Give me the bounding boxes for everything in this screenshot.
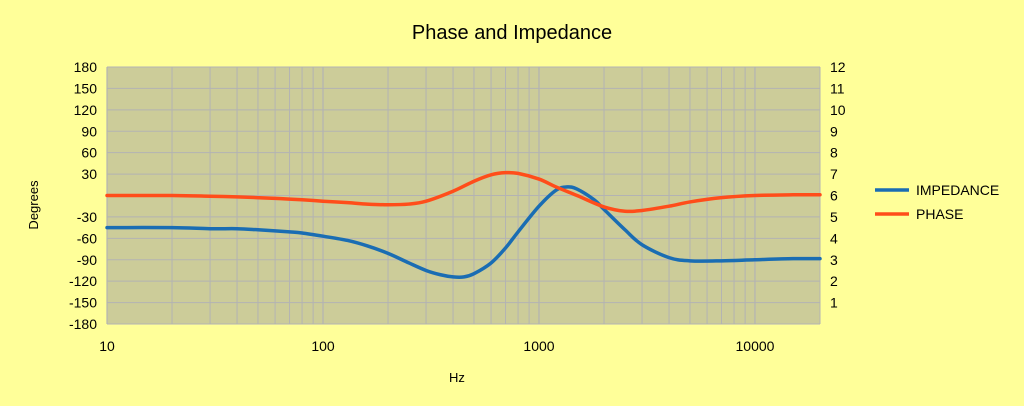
- y2-tick-label: 10: [830, 102, 846, 118]
- y2-tick-label: 1: [830, 295, 838, 311]
- series-line-phase: [105, 170, 822, 214]
- x-tick-label: 100: [311, 338, 335, 354]
- y2-tick-label: 4: [830, 230, 838, 246]
- y-tick-label: 120: [74, 102, 98, 118]
- y-tick-label: -150: [69, 295, 97, 311]
- y-tick-label: -60: [77, 230, 97, 246]
- legend-label-impedance: IMPEDANCE: [916, 182, 999, 198]
- y2-tick-label: 12: [830, 59, 846, 75]
- y-tick-label: -30: [77, 209, 97, 225]
- x-tick-label: 10000: [736, 338, 775, 354]
- chart-title: Phase and Impedance: [412, 22, 612, 44]
- y-tick-label: 60: [81, 145, 97, 161]
- y2-tick-label: 3: [830, 252, 838, 268]
- x-axis-label: Hz: [449, 370, 465, 385]
- y2-tick-label: 9: [830, 123, 838, 139]
- y-tick-label: -120: [69, 273, 97, 289]
- tick-labels: 180150120906030-30-60-90-120-150-1801211…: [69, 59, 846, 354]
- grid: [106, 66, 821, 325]
- y2-tick-label: 8: [830, 145, 838, 161]
- y-tick-label: -90: [77, 252, 97, 268]
- series-layer: [105, 170, 822, 279]
- x-tick-label: 10: [99, 338, 115, 354]
- y-tick-label: 180: [74, 59, 98, 75]
- y2-tick-label: 11: [830, 80, 845, 96]
- legend-label-phase: PHASE: [916, 206, 963, 222]
- legend: IMPEDANCE PHASE: [875, 182, 999, 222]
- y-tick-label: 90: [81, 123, 97, 139]
- y2-tick-label: 6: [830, 188, 838, 204]
- y2-tick-label: 2: [830, 273, 838, 289]
- y2-tick-label: 7: [830, 166, 838, 182]
- x-tick-label: 1000: [523, 338, 554, 354]
- y-tick-label: -180: [69, 316, 97, 332]
- y-tick-label: 150: [74, 80, 98, 96]
- y-axis-label: Degrees: [26, 180, 41, 230]
- y2-tick-label: 5: [830, 209, 838, 225]
- series-line-impedance: [105, 185, 822, 279]
- y-tick-label: 30: [81, 166, 97, 182]
